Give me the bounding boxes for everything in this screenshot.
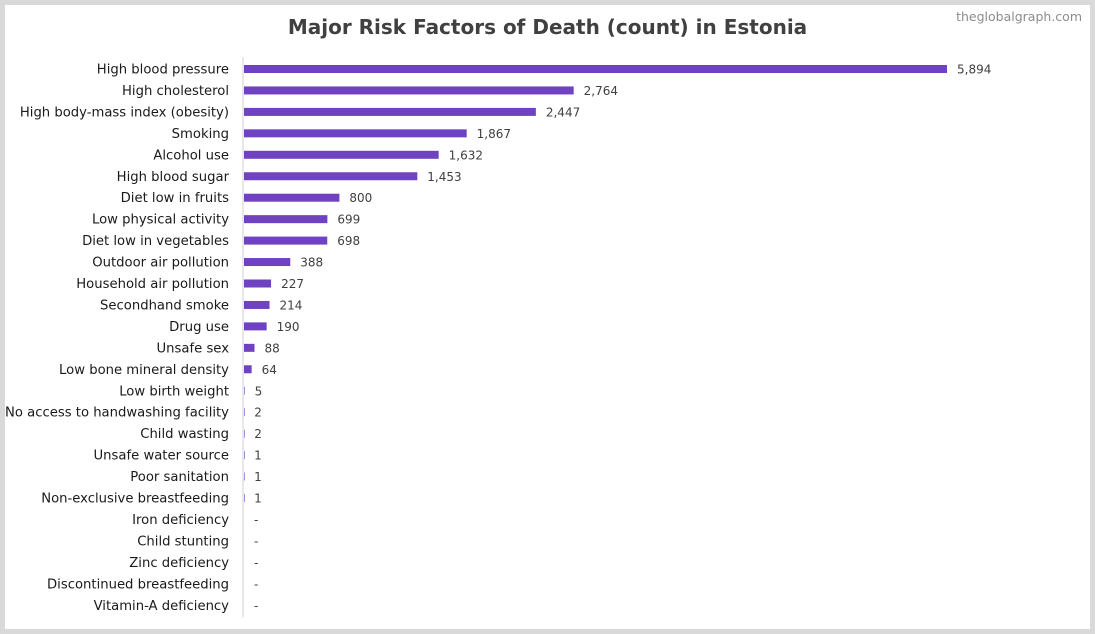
bar: [244, 65, 947, 73]
bar: [244, 279, 272, 288]
data-label: 2,764: [584, 84, 618, 98]
category-label: Iron deficiency: [132, 513, 229, 528]
data-label: 1: [254, 449, 262, 463]
category-label: Zinc deficiency: [129, 556, 229, 571]
data-label: 64: [262, 363, 277, 377]
bar: [244, 386, 245, 395]
data-label: 1: [254, 492, 262, 506]
bar: [244, 236, 328, 245]
category-label: Vitamin-A deficiency: [94, 599, 230, 614]
data-label: 2: [254, 427, 262, 441]
category-label: Drug use: [169, 320, 229, 335]
data-label: -: [254, 556, 258, 570]
data-label: 698: [337, 234, 360, 248]
watermark: theglobalgraph.com: [956, 9, 1082, 24]
bar: [244, 300, 270, 309]
bar: [244, 494, 245, 502]
data-label: -: [254, 513, 258, 527]
chart-title: Major Risk Factors of Death (count) in E…: [287, 15, 808, 39]
bar: [244, 258, 291, 267]
data-label: 1,632: [449, 148, 483, 162]
category-label: Outdoor air pollution: [92, 256, 229, 271]
bar-chart: High blood pressure 5,894 High cholesterol…: [5, 57, 991, 618]
bar: [244, 451, 245, 460]
category-label: Child stunting: [137, 534, 229, 549]
data-label: 699: [337, 213, 360, 227]
category-label: High blood sugar: [117, 170, 230, 185]
category-label: High blood pressure: [97, 63, 229, 78]
bar: [244, 129, 467, 138]
bar: [244, 86, 574, 95]
category-label: Diet low in vegetables: [82, 234, 229, 249]
category-label: Low birth weight: [119, 384, 229, 399]
data-label: 5: [255, 384, 263, 398]
bar: [244, 322, 267, 331]
bar: [244, 193, 340, 202]
data-label: 800: [349, 191, 372, 205]
bar: [244, 343, 255, 352]
category-label: Non-exclusive breastfeeding: [41, 492, 229, 507]
data-label: -: [254, 534, 258, 548]
category-label: Discontinued breastfeeding: [47, 577, 229, 592]
data-label: 1,867: [477, 127, 511, 141]
bar: [244, 429, 245, 438]
data-label: 1,453: [427, 170, 461, 184]
data-label: 5,894: [957, 63, 991, 77]
category-label: Alcohol use: [153, 148, 229, 163]
data-label: 214: [280, 298, 303, 312]
bar: [244, 472, 245, 481]
data-label: -: [254, 577, 258, 591]
data-label: -: [254, 599, 258, 613]
category-label: Unsafe sex: [157, 341, 230, 356]
bar: [244, 172, 418, 181]
category-label: No access to handwashing facility: [5, 406, 229, 421]
category-label: Child wasting: [140, 427, 229, 442]
data-label: 388: [300, 256, 323, 270]
category-label: Unsafe water source: [94, 449, 229, 464]
chart-frame: Major Risk Factors of Death (count) in E…: [5, 5, 1090, 629]
bar: [244, 215, 328, 224]
bar: [244, 107, 536, 116]
category-label: High body-mass index (obesity): [20, 105, 229, 120]
category-label: Low bone mineral density: [59, 363, 229, 378]
bar: [244, 408, 245, 417]
category-label: Low physical activity: [92, 213, 229, 228]
category-label: Household air pollution: [76, 277, 229, 292]
data-label: 227: [281, 277, 304, 291]
category-label: Smoking: [172, 127, 229, 142]
category-label: Poor sanitation: [130, 470, 229, 485]
data-label: 1: [254, 470, 262, 484]
data-label: 88: [264, 341, 279, 355]
bar: [244, 365, 252, 374]
category-label: High cholesterol: [122, 84, 229, 99]
bar: [244, 150, 439, 159]
category-label: Diet low in fruits: [121, 191, 229, 206]
category-label: Secondhand smoke: [100, 298, 229, 313]
data-label: 2: [254, 406, 262, 420]
data-label: 190: [277, 320, 300, 334]
data-label: 2,447: [546, 105, 580, 119]
